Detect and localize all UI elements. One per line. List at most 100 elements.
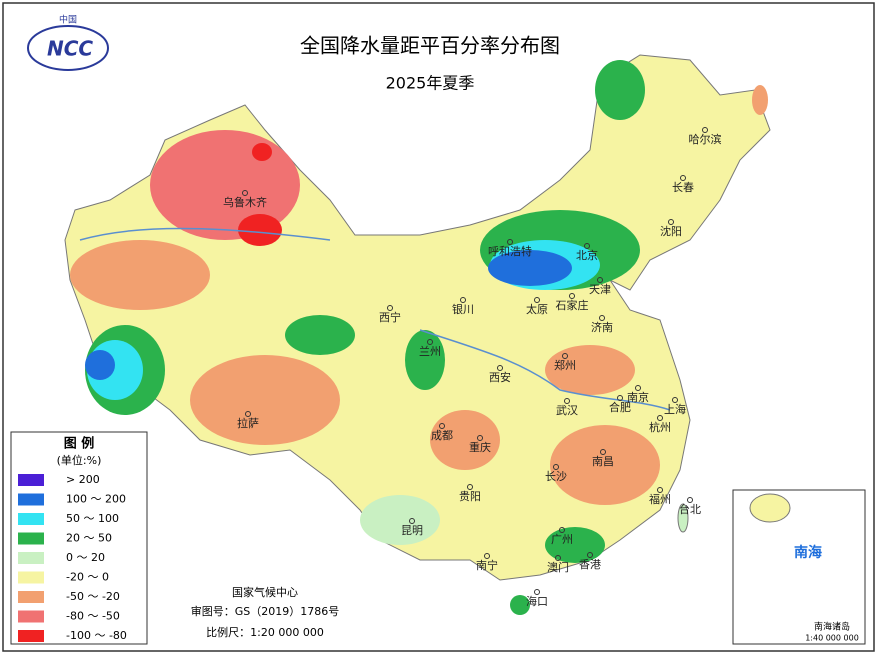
city-marker (668, 219, 674, 225)
footer-approval: 审图号：GS（2019）1786号 (191, 604, 340, 618)
city-marker (584, 243, 590, 249)
city-label: 重庆 (469, 440, 491, 454)
city-marker (242, 190, 248, 196)
legend-swatch (18, 571, 44, 584)
city-label: 乌鲁木齐 (223, 195, 267, 209)
region (70, 240, 210, 310)
city-marker (702, 127, 708, 133)
city-label: 贵阳 (459, 490, 481, 503)
region (360, 495, 440, 545)
city-marker (484, 553, 490, 559)
city-marker (534, 589, 540, 595)
city-label: 银川 (452, 302, 474, 316)
city-label: 西宁 (379, 310, 401, 324)
city-label: 武汉 (556, 404, 578, 417)
legend-label: 20 ～ 50 (66, 532, 112, 545)
legend-label: -100 ～ -80 (66, 629, 127, 642)
legend-swatch (18, 513, 44, 525)
city-label: 西安 (489, 370, 511, 384)
legend-swatch (18, 493, 44, 506)
city-label: 杭州 (649, 420, 671, 434)
inset: 南海 南海诸岛 1:40 000 000 (732, 489, 866, 645)
logo-globe (27, 25, 109, 71)
city-marker (555, 555, 561, 561)
region (430, 410, 500, 470)
city-marker (562, 353, 568, 359)
city-label: 上海 (664, 402, 686, 416)
city-label: 南京 (627, 390, 649, 404)
legend-label: > 200 (66, 473, 100, 486)
logo-text: NCC (47, 37, 93, 61)
city-label: 长沙 (545, 470, 567, 483)
inset-sea: 南海 (794, 544, 822, 561)
city-label: 天津 (589, 283, 611, 296)
city-marker (564, 398, 570, 404)
legend-label: -20 ～ 0 (66, 571, 109, 584)
legend-label: 0 ～ 20 (66, 551, 105, 564)
island (510, 595, 530, 615)
region (595, 60, 645, 120)
region (550, 425, 660, 505)
city-marker (635, 385, 641, 391)
city-label: 哈尔滨 (689, 132, 722, 146)
city-marker (559, 527, 565, 533)
region (405, 330, 445, 390)
footer-agency: 国家气候中心 (232, 585, 298, 599)
region (238, 214, 282, 246)
legend-swatch (18, 610, 44, 623)
region (252, 143, 272, 161)
city-label: 台北 (679, 502, 701, 516)
city-label: 南昌 (592, 455, 614, 468)
city-marker (599, 315, 605, 321)
city-label: 济南 (591, 320, 613, 334)
legend-swatch (18, 630, 44, 642)
city-label: 沈阳 (660, 224, 682, 238)
city-marker (553, 464, 559, 470)
title: 全国降水量距平百分率分布图 (300, 34, 560, 58)
city-label: 福州 (649, 492, 671, 506)
city-label: 石家庄 (556, 298, 589, 312)
city-label: 郑州 (554, 358, 576, 372)
city-marker (534, 297, 540, 303)
city-marker (617, 395, 623, 401)
city-marker (600, 449, 606, 455)
legend-swatch (18, 532, 44, 545)
city-label: 兰州 (419, 345, 441, 358)
city-marker (245, 411, 251, 417)
map (64, 54, 771, 615)
city-marker (507, 239, 513, 245)
city-marker (409, 518, 415, 524)
city-label: 呼和浩特 (488, 244, 532, 258)
legend-swatch (18, 591, 44, 603)
city-label: 拉萨 (237, 416, 259, 430)
city-label: 澳门 (547, 560, 569, 574)
city-marker (497, 365, 503, 371)
footer-scale: 比例尺：1:20 000 000 (206, 625, 324, 639)
legend-label: 50 ～ 100 (66, 512, 119, 525)
city-label: 合肥 (609, 400, 631, 414)
city-marker (687, 497, 693, 503)
city-label: 南宁 (476, 558, 498, 572)
legend-swatch (18, 552, 44, 564)
city-label: 广州 (551, 533, 573, 546)
region (190, 355, 340, 445)
region (488, 250, 572, 286)
city-marker (477, 435, 483, 441)
city-label: 香港 (579, 558, 601, 571)
city-marker (460, 297, 466, 303)
city-label: 成都 (431, 429, 453, 442)
legend-unit: (单位:%) (57, 453, 102, 467)
legend: 图 例 (单位:%) > 200 100 ～ 200 50 ～ 100 20 ～ 50… (10, 431, 148, 645)
city-marker (657, 487, 663, 493)
city-marker (597, 277, 603, 283)
inset-islands: 南海诸岛 (814, 621, 850, 633)
city-marker (467, 484, 473, 490)
island (677, 503, 689, 533)
legend-swatch (18, 474, 44, 486)
city-label: 长春 (672, 181, 694, 194)
region (752, 85, 768, 115)
city-marker (587, 552, 593, 558)
city-marker (427, 339, 433, 345)
legend-label: -50 ～ -20 (66, 590, 120, 603)
